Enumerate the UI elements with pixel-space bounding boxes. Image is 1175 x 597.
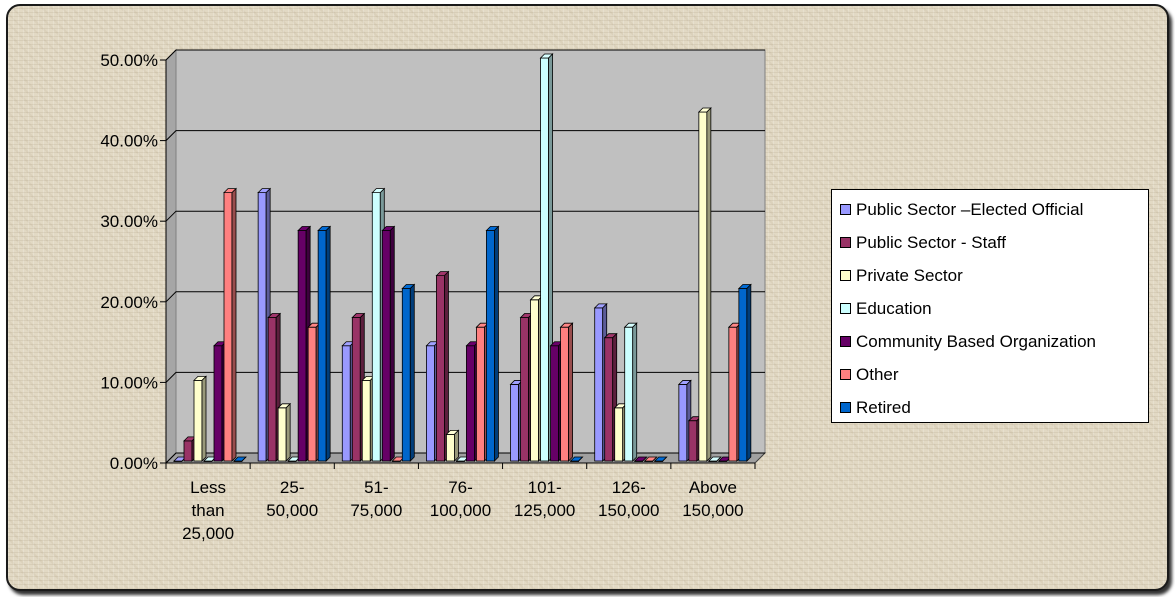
x-tick-label: 150,000 xyxy=(598,501,659,520)
bar xyxy=(435,270,450,462)
bar xyxy=(717,456,732,462)
gridline xyxy=(165,49,765,61)
legend-label: Education xyxy=(856,298,932,318)
x-tick-label: 100,000 xyxy=(430,501,491,520)
legend-item: Education xyxy=(840,292,1148,325)
gridline xyxy=(165,210,765,222)
bar-chart: 0.00% 10.00% 20.00% 30.00% 40.00% 50.00% Less t… xyxy=(100,48,767,543)
bar xyxy=(445,429,460,462)
y-tick-label: 0.00% xyxy=(110,454,158,473)
legend: Public Sector –Elected Official Public Se… xyxy=(831,189,1149,423)
legend-swatch xyxy=(840,204,851,215)
bar xyxy=(697,107,712,462)
x-tick-label: 75,000 xyxy=(350,501,402,520)
legend-item: Community Based Organization xyxy=(840,325,1148,358)
gridline xyxy=(165,130,765,141)
bar xyxy=(633,456,648,462)
bar xyxy=(277,402,292,462)
legend-label: Private Sector xyxy=(856,265,963,285)
legend-swatch xyxy=(840,336,851,347)
x-tick-label: than xyxy=(192,501,225,520)
legend-swatch xyxy=(840,270,851,281)
legend-item: Public Sector - Staff xyxy=(840,226,1148,259)
x-tick-label: 101- xyxy=(528,478,562,497)
bar xyxy=(653,456,668,462)
gridline xyxy=(165,291,765,303)
y-tick-label: 50.00% xyxy=(100,51,158,70)
legend-item: Other xyxy=(840,358,1148,391)
legend-label: Community Based Organization xyxy=(856,331,1097,351)
bar xyxy=(233,456,247,462)
plot-side-wall xyxy=(165,48,177,465)
bar xyxy=(569,456,584,462)
legend-item: Retired xyxy=(840,391,1148,424)
legend-item: Private Sector xyxy=(840,259,1148,292)
legend-swatch xyxy=(840,369,851,380)
bar xyxy=(539,53,554,462)
legend-label: Retired xyxy=(856,397,911,417)
legend-label: Public Sector - Staff xyxy=(856,232,1006,252)
x-tick-label: 25,000 xyxy=(182,524,234,543)
bar xyxy=(737,283,752,462)
legend-label: Public Sector –Elected Official xyxy=(856,199,1084,219)
legend-label: Other xyxy=(856,364,899,384)
x-tick-label: 51- xyxy=(364,478,389,497)
bar xyxy=(707,456,722,462)
bar xyxy=(193,375,207,462)
bar xyxy=(317,225,332,462)
x-tick-label: 125,000 xyxy=(514,501,575,520)
x-tick-label: 150,000 xyxy=(682,501,743,520)
x-tick-label: 76- xyxy=(448,478,473,497)
legend-item: Public Sector –Elected Official xyxy=(840,193,1148,226)
legend-swatch xyxy=(840,303,851,314)
x-tick-label: 50,000 xyxy=(266,501,318,520)
bar xyxy=(401,283,416,462)
bar xyxy=(455,456,470,462)
y-tick-label: 40.00% xyxy=(100,132,158,151)
bar xyxy=(643,456,658,462)
x-tick-label: 25- xyxy=(280,478,305,497)
bar xyxy=(381,225,396,462)
legend-swatch xyxy=(840,237,851,248)
chart-frame: 0.00% 10.00% 20.00% 30.00% 40.00% 50.00% Less t… xyxy=(6,4,1169,591)
y-tick-label: 20.00% xyxy=(100,293,158,312)
bar xyxy=(223,187,237,462)
bar xyxy=(623,322,638,462)
y-tick-label: 10.00% xyxy=(100,373,158,392)
bar xyxy=(559,322,574,462)
bar xyxy=(485,225,500,462)
legend-swatch xyxy=(840,402,851,413)
x-tick-label: 126- xyxy=(612,478,646,497)
x-tick-label: Less xyxy=(190,478,226,497)
x-tick-label: Above xyxy=(689,478,737,497)
bar xyxy=(267,312,282,462)
y-tick-label: 30.00% xyxy=(100,212,158,231)
